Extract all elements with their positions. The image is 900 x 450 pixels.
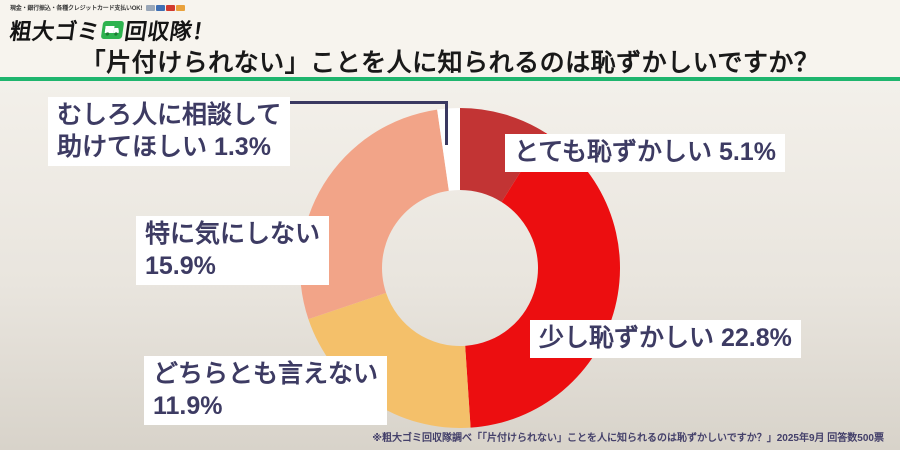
card-icon bbox=[166, 4, 176, 11]
payment-card-icons bbox=[146, 4, 186, 11]
logo-name-right: 回収隊！ bbox=[123, 19, 217, 44]
page-title: 「片付けられない」ことを人に知られるのは恥ずかしいですか？ bbox=[80, 49, 820, 77]
callout-text: 少し恥ずかしい 22.8% bbox=[539, 324, 792, 352]
donut-segment bbox=[460, 108, 546, 203]
header: 現金・銀行振込・各種クレジットカード支払いOK! 粗大ゴミ 回収隊！ 「片付けら… bbox=[0, 0, 900, 81]
card-icon bbox=[176, 4, 186, 11]
leader-line-vertical bbox=[445, 101, 448, 145]
logo-tagline-text: 現金・銀行振込・各種クレジットカード支払いOK! bbox=[10, 6, 143, 12]
callout-label-totemo: とても恥ずかしい 5.1% bbox=[505, 134, 785, 172]
donut-segment bbox=[308, 292, 471, 428]
callout-label-mushiro: むしろ人に相談して 助けてほしい 1.3% bbox=[48, 97, 291, 166]
callout-text: 15.9% bbox=[145, 251, 216, 280]
callout-text: どちらとも言えない bbox=[153, 360, 379, 388]
card-icon bbox=[156, 4, 166, 11]
leader-line-horizontal bbox=[290, 101, 448, 104]
callout-label-dochira: どちらとも言えない 11.9% bbox=[144, 356, 388, 425]
callout-text: むしろ人に相談して bbox=[57, 101, 282, 129]
logo-name-left: 粗大ゴミ bbox=[8, 19, 102, 44]
callout-label-sukoshi: 少し恥ずかしい 22.8% bbox=[530, 320, 801, 358]
truck-icon bbox=[100, 21, 125, 39]
callout-text: 助けてほしい 1.3% bbox=[57, 132, 271, 161]
logo-name: 粗大ゴミ 回収隊！ bbox=[8, 14, 218, 46]
footnote: ※粗大ゴミ回収隊調べ「「片付けられない」ことを人に知られるのは恥ずかしいですか？… bbox=[372, 433, 884, 444]
callout-text: 特に気にしない bbox=[145, 220, 321, 248]
logo-tagline: 現金・銀行振込・各種クレジットカード支払いOK! bbox=[10, 3, 215, 12]
callout-text: 11.9% bbox=[153, 391, 223, 420]
brand-logo: 現金・銀行振込・各種クレジットカード支払いOK! 粗大ゴミ 回収隊！ bbox=[8, 3, 218, 46]
donut-segment bbox=[300, 109, 449, 320]
donut-segment bbox=[437, 108, 460, 191]
callout-text: とても恥ずかしい 5.1% bbox=[514, 138, 776, 166]
card-icon bbox=[146, 4, 156, 11]
chart-area: むしろ人に相談して 助けてほしい 1.3% とても恥ずかしい 5.1% 特に気に… bbox=[0, 81, 900, 450]
callout-label-tokuni: 特に気にしない 15.9% bbox=[136, 216, 330, 285]
title-underline bbox=[0, 77, 900, 81]
